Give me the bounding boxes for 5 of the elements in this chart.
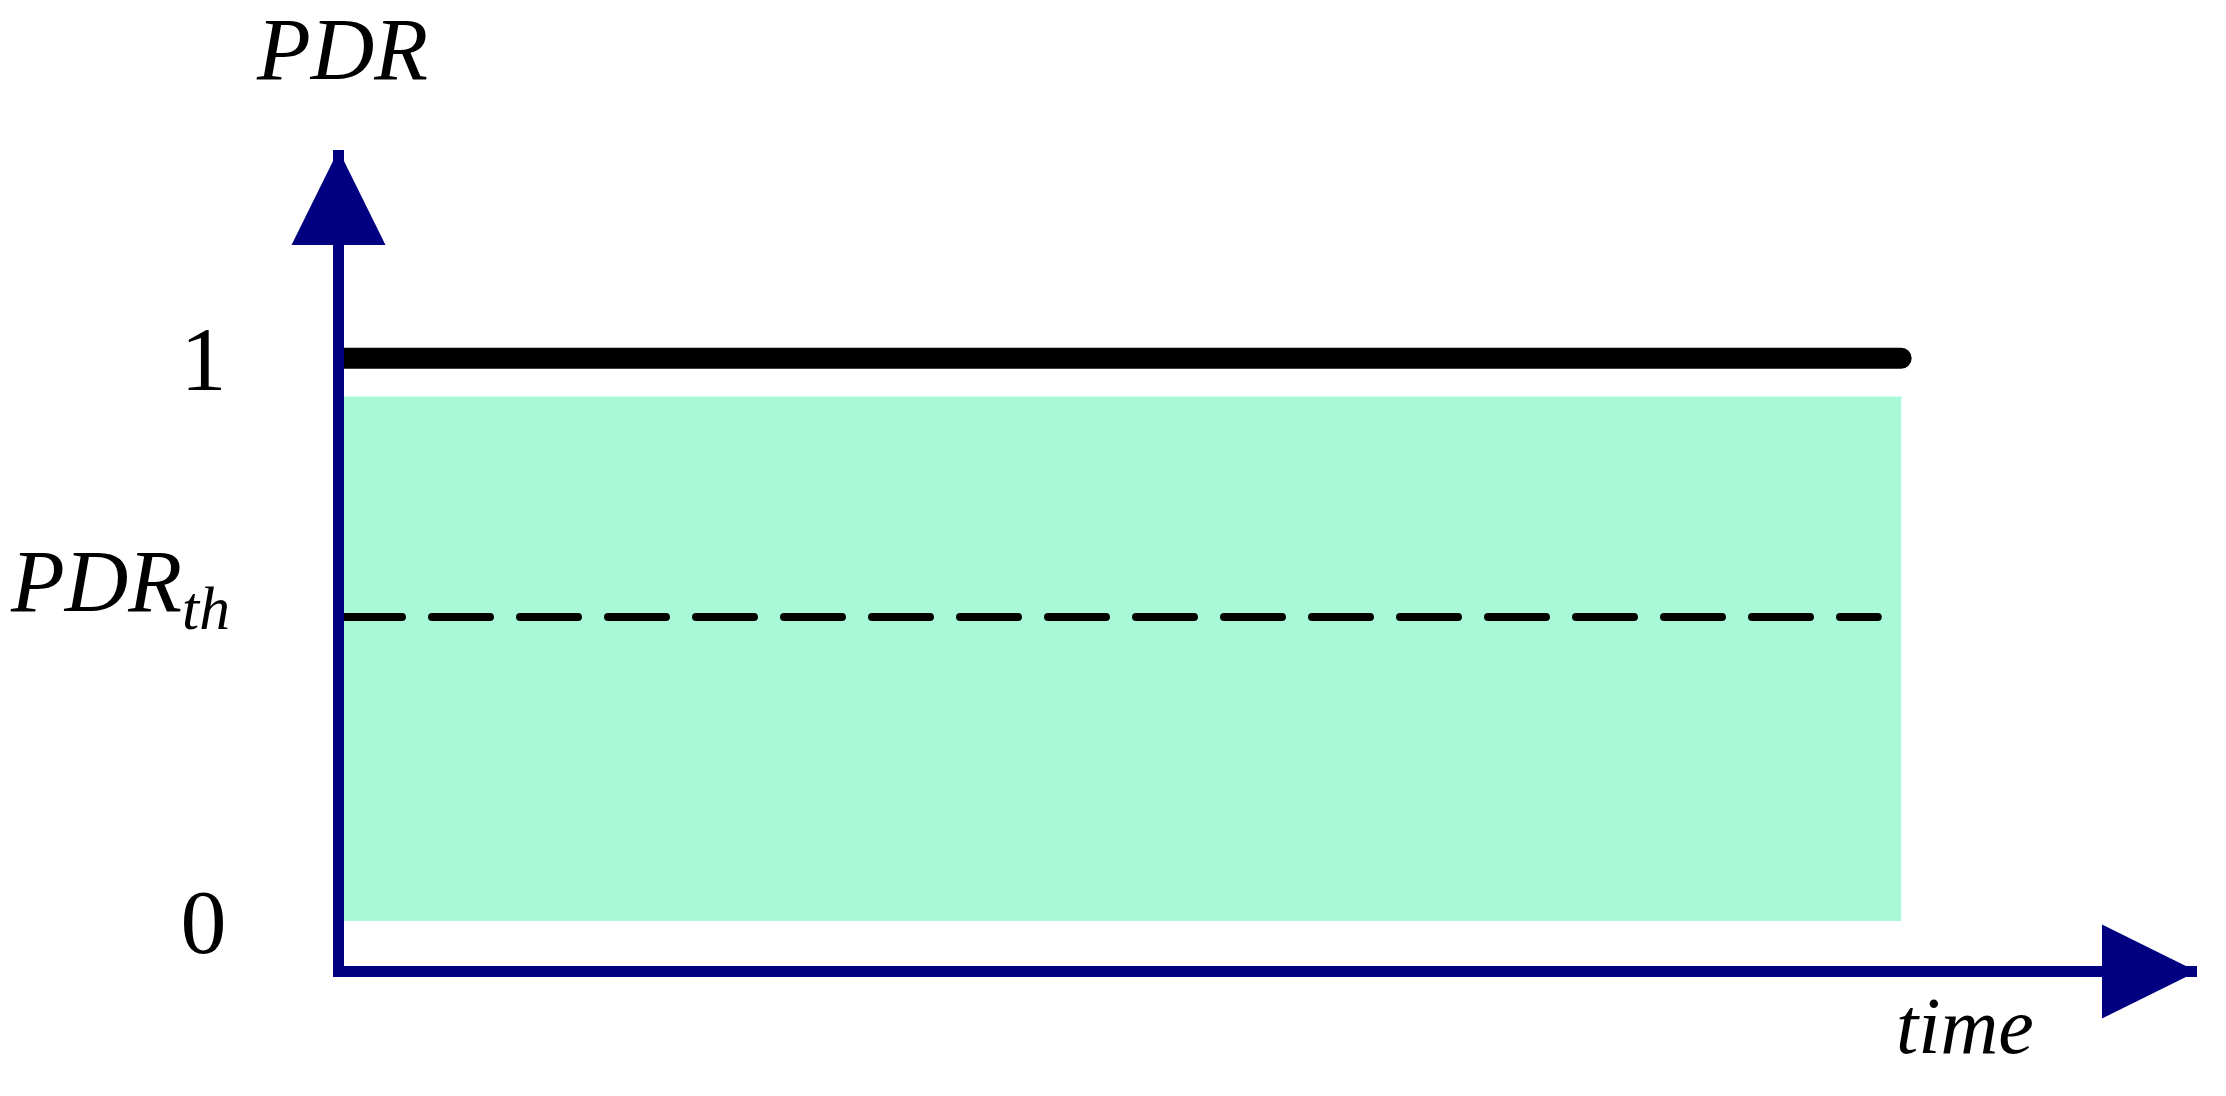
y-tick-label: 1 — [180, 308, 227, 411]
x-axis-title: time — [1896, 982, 2034, 1070]
y-tick-label: 0 — [180, 871, 227, 974]
ref-line-label: PDR$_{th}$ — [10, 533, 230, 643]
y-axis-title: PDR — [256, 1, 429, 98]
